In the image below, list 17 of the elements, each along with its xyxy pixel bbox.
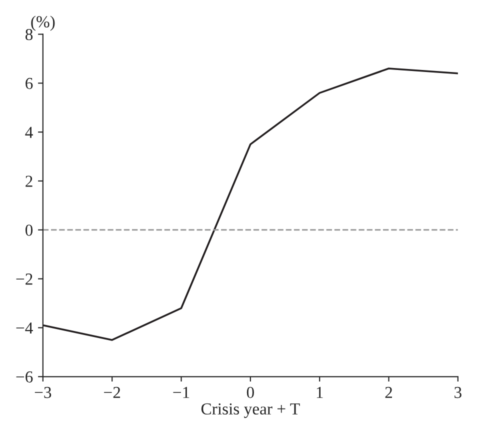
y-tick-label: −2: [16, 274, 32, 285]
x-tick-label: 2: [385, 386, 392, 398]
x-tick-label: −2: [104, 386, 120, 398]
x-tick-label: 0: [246, 386, 254, 398]
y-tick-label: 2: [26, 176, 32, 187]
x-tick-label: 3: [454, 386, 462, 398]
y-tick-label: 6: [26, 78, 33, 90]
x-tick-label: −3: [34, 386, 52, 398]
y-tick-label: 4: [25, 126, 33, 138]
y-tick-label: 0: [26, 224, 33, 236]
y-axis-title: (%): [31, 16, 55, 31]
y-tick-label: 8: [26, 28, 33, 40]
y-tick-label: −4: [16, 322, 33, 334]
y-tick-label: −6: [16, 371, 33, 383]
x-axis-title: Crisis year + T: [201, 403, 300, 418]
x-tick-label: 1: [316, 386, 323, 398]
x-tick-label: −1: [173, 386, 190, 398]
